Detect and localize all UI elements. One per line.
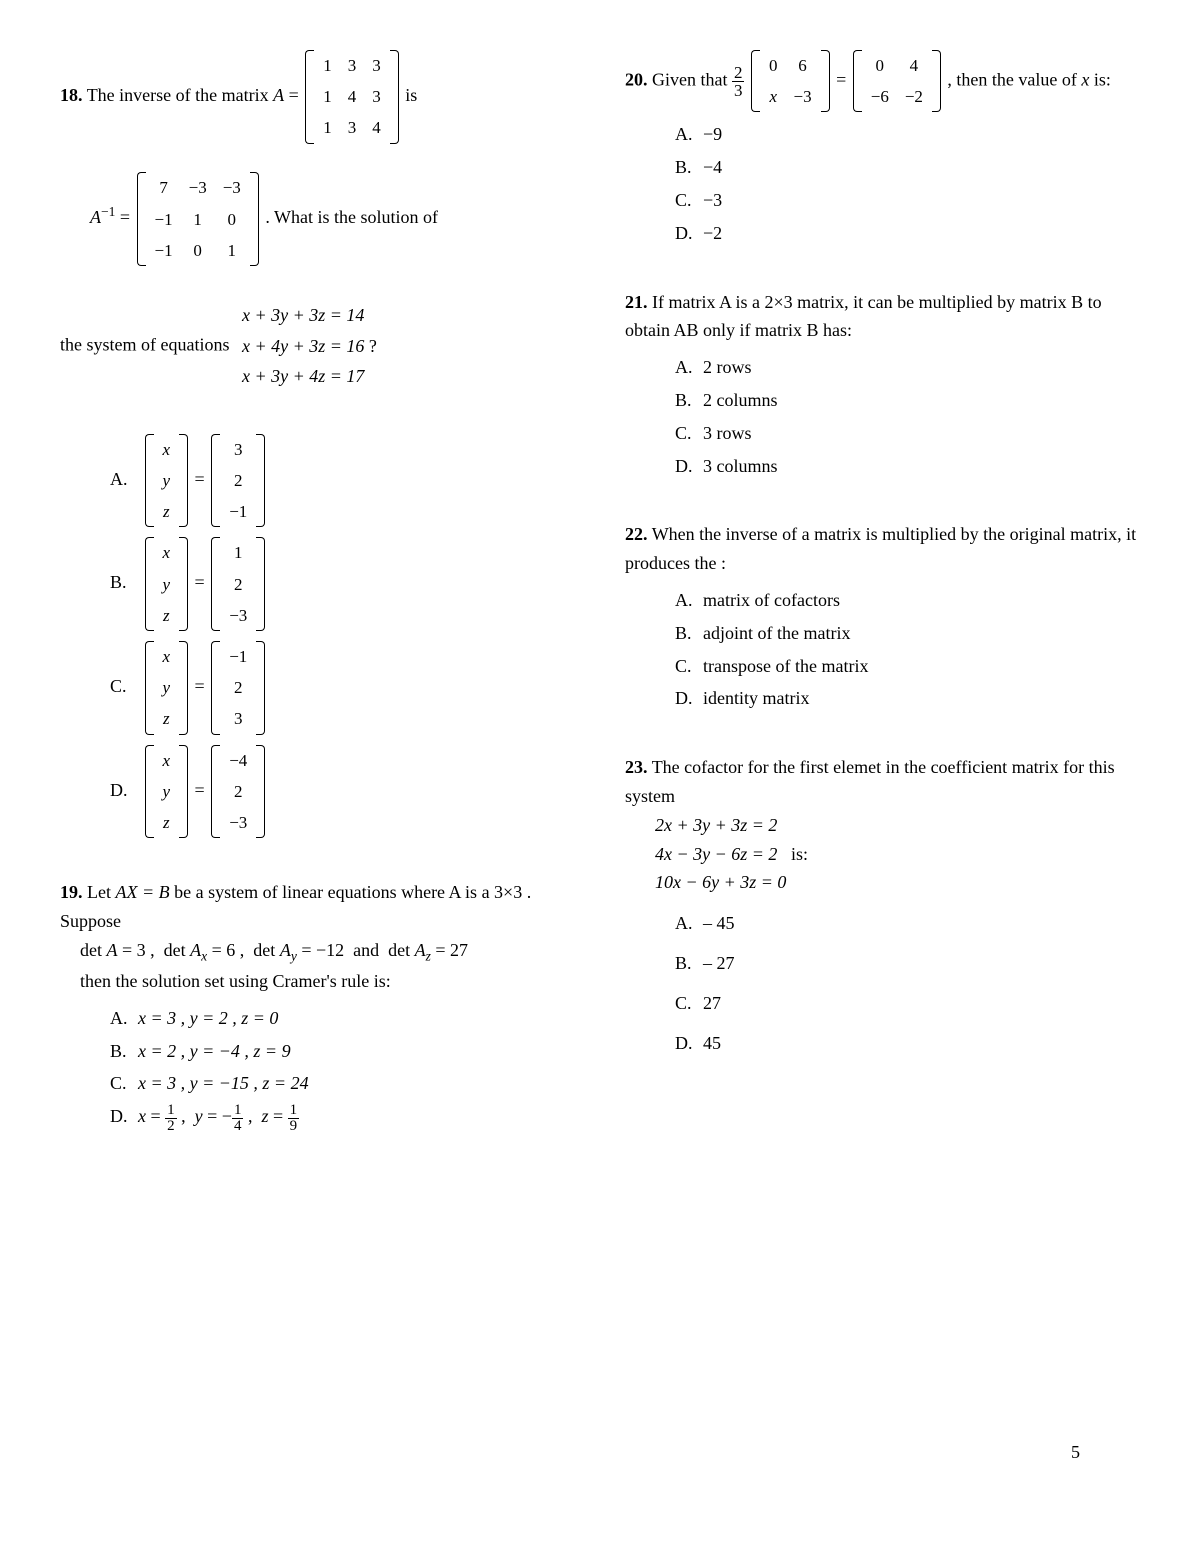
- q21-option-B: B.2 columns: [675, 386, 1140, 415]
- q21-options: A.2 rows B.2 columns C.3 rows D.3 column…: [675, 353, 1140, 480]
- q21-option-A: A.2 rows: [675, 353, 1140, 382]
- q18-option-C: C. x y z = −1 2 3: [110, 641, 575, 735]
- q18-text1: The inverse of the matrix: [87, 85, 273, 105]
- q21-option-C: C.3 rows: [675, 419, 1140, 448]
- q19-number: 19.: [60, 882, 83, 902]
- q19-option-C: C.x = 3 , y = −15 , z = 24: [110, 1069, 575, 1098]
- q22-option-D: D.identity matrix: [675, 684, 1140, 713]
- q22-option-B: B.adjoint of the matrix: [675, 619, 1140, 648]
- q18-text3: . What is the solution of: [265, 207, 438, 227]
- q20-option-B: B.−4: [675, 153, 1140, 182]
- question-21: 21. If matrix A is a 2×3 matrix, it can …: [625, 288, 1140, 481]
- question-23: 23. The cofactor for the first elemet in…: [625, 753, 1140, 1061]
- q22-number: 22.: [625, 524, 648, 544]
- q22-option-C: C.transpose of the matrix: [675, 652, 1140, 681]
- q18-option-A: A. x y z = 3 2 −1: [110, 434, 575, 528]
- q23-option-C: C.27: [675, 985, 1140, 1021]
- q18-A-label: A: [273, 85, 284, 105]
- q23-option-D: D.45: [675, 1025, 1140, 1061]
- q21-option-D: D.3 columns: [675, 452, 1140, 481]
- page-number: 5: [1071, 1442, 1080, 1463]
- q23-options: A.– 45 B.– 27 C.27 D.45: [675, 905, 1140, 1061]
- q20-option-D: D.−2: [675, 219, 1140, 248]
- q18-matrix-A: 133 143 134: [305, 50, 399, 144]
- q23-option-B: B.– 27: [675, 945, 1140, 981]
- q22-option-A: A.matrix of cofactors: [675, 586, 1140, 615]
- q18-option-B: B. x y z = 1 2 −3: [110, 537, 575, 631]
- q20-matrix-1: 06 x−3: [751, 50, 830, 112]
- q21-number: 21.: [625, 292, 648, 312]
- q20-number: 20.: [625, 69, 648, 89]
- q18-option-D: D. x y z = −4 2 −3: [110, 745, 575, 839]
- q20-option-C: C.−3: [675, 186, 1140, 215]
- q18-matrix-Ainv: 7−3−3 −110 −101: [137, 172, 259, 266]
- q18-equations: x + 3y + 3z = 14 x + 4y + 3z = 16 ? x + …: [242, 299, 377, 393]
- q23-number: 23.: [625, 757, 648, 777]
- q22-text: When the inverse of a matrix is multipli…: [625, 524, 1136, 573]
- q18-number: 18.: [60, 85, 83, 105]
- q20-options: A.−9 B.−4 C.−3 D.−2: [675, 120, 1140, 247]
- q18-text4: the system of equations: [60, 334, 234, 354]
- q19-option-A: A.x = 3 , y = 2 , z = 0: [110, 1004, 575, 1033]
- q22-options: A.matrix of cofactors B.adjoint of the m…: [675, 586, 1140, 713]
- q18-text2: is: [405, 85, 417, 105]
- q21-text: If matrix A is a 2×3 matrix, it can be m…: [625, 292, 1102, 341]
- q20-option-A: A.−9: [675, 120, 1140, 149]
- question-19: 19. Let AX = B be a system of linear equ…: [60, 878, 575, 1133]
- question-20: 20. Given that 23 06 x−3 = 04 −6−2 , the…: [625, 50, 1140, 248]
- q19-option-B: B.x = 2 , y = −4 , z = 9: [110, 1037, 575, 1066]
- question-18: 18. The inverse of the matrix A = 133 14…: [60, 50, 575, 838]
- q19-options: A.x = 3 , y = 2 , z = 0 B.x = 2 , y = −4…: [110, 1004, 575, 1134]
- q23-option-A: A.– 45: [675, 905, 1140, 941]
- q20-matrix-2: 04 −6−2: [853, 50, 941, 112]
- q18-options: A. x y z = 3 2 −1 B. x y z =: [110, 434, 575, 838]
- question-22: 22. When the inverse of a matrix is mult…: [625, 520, 1140, 713]
- q23-text1: The cofactor for the first elemet in the…: [625, 757, 1115, 806]
- q19-option-D: D.x = 12 , y = −14 , z = 19: [110, 1102, 575, 1133]
